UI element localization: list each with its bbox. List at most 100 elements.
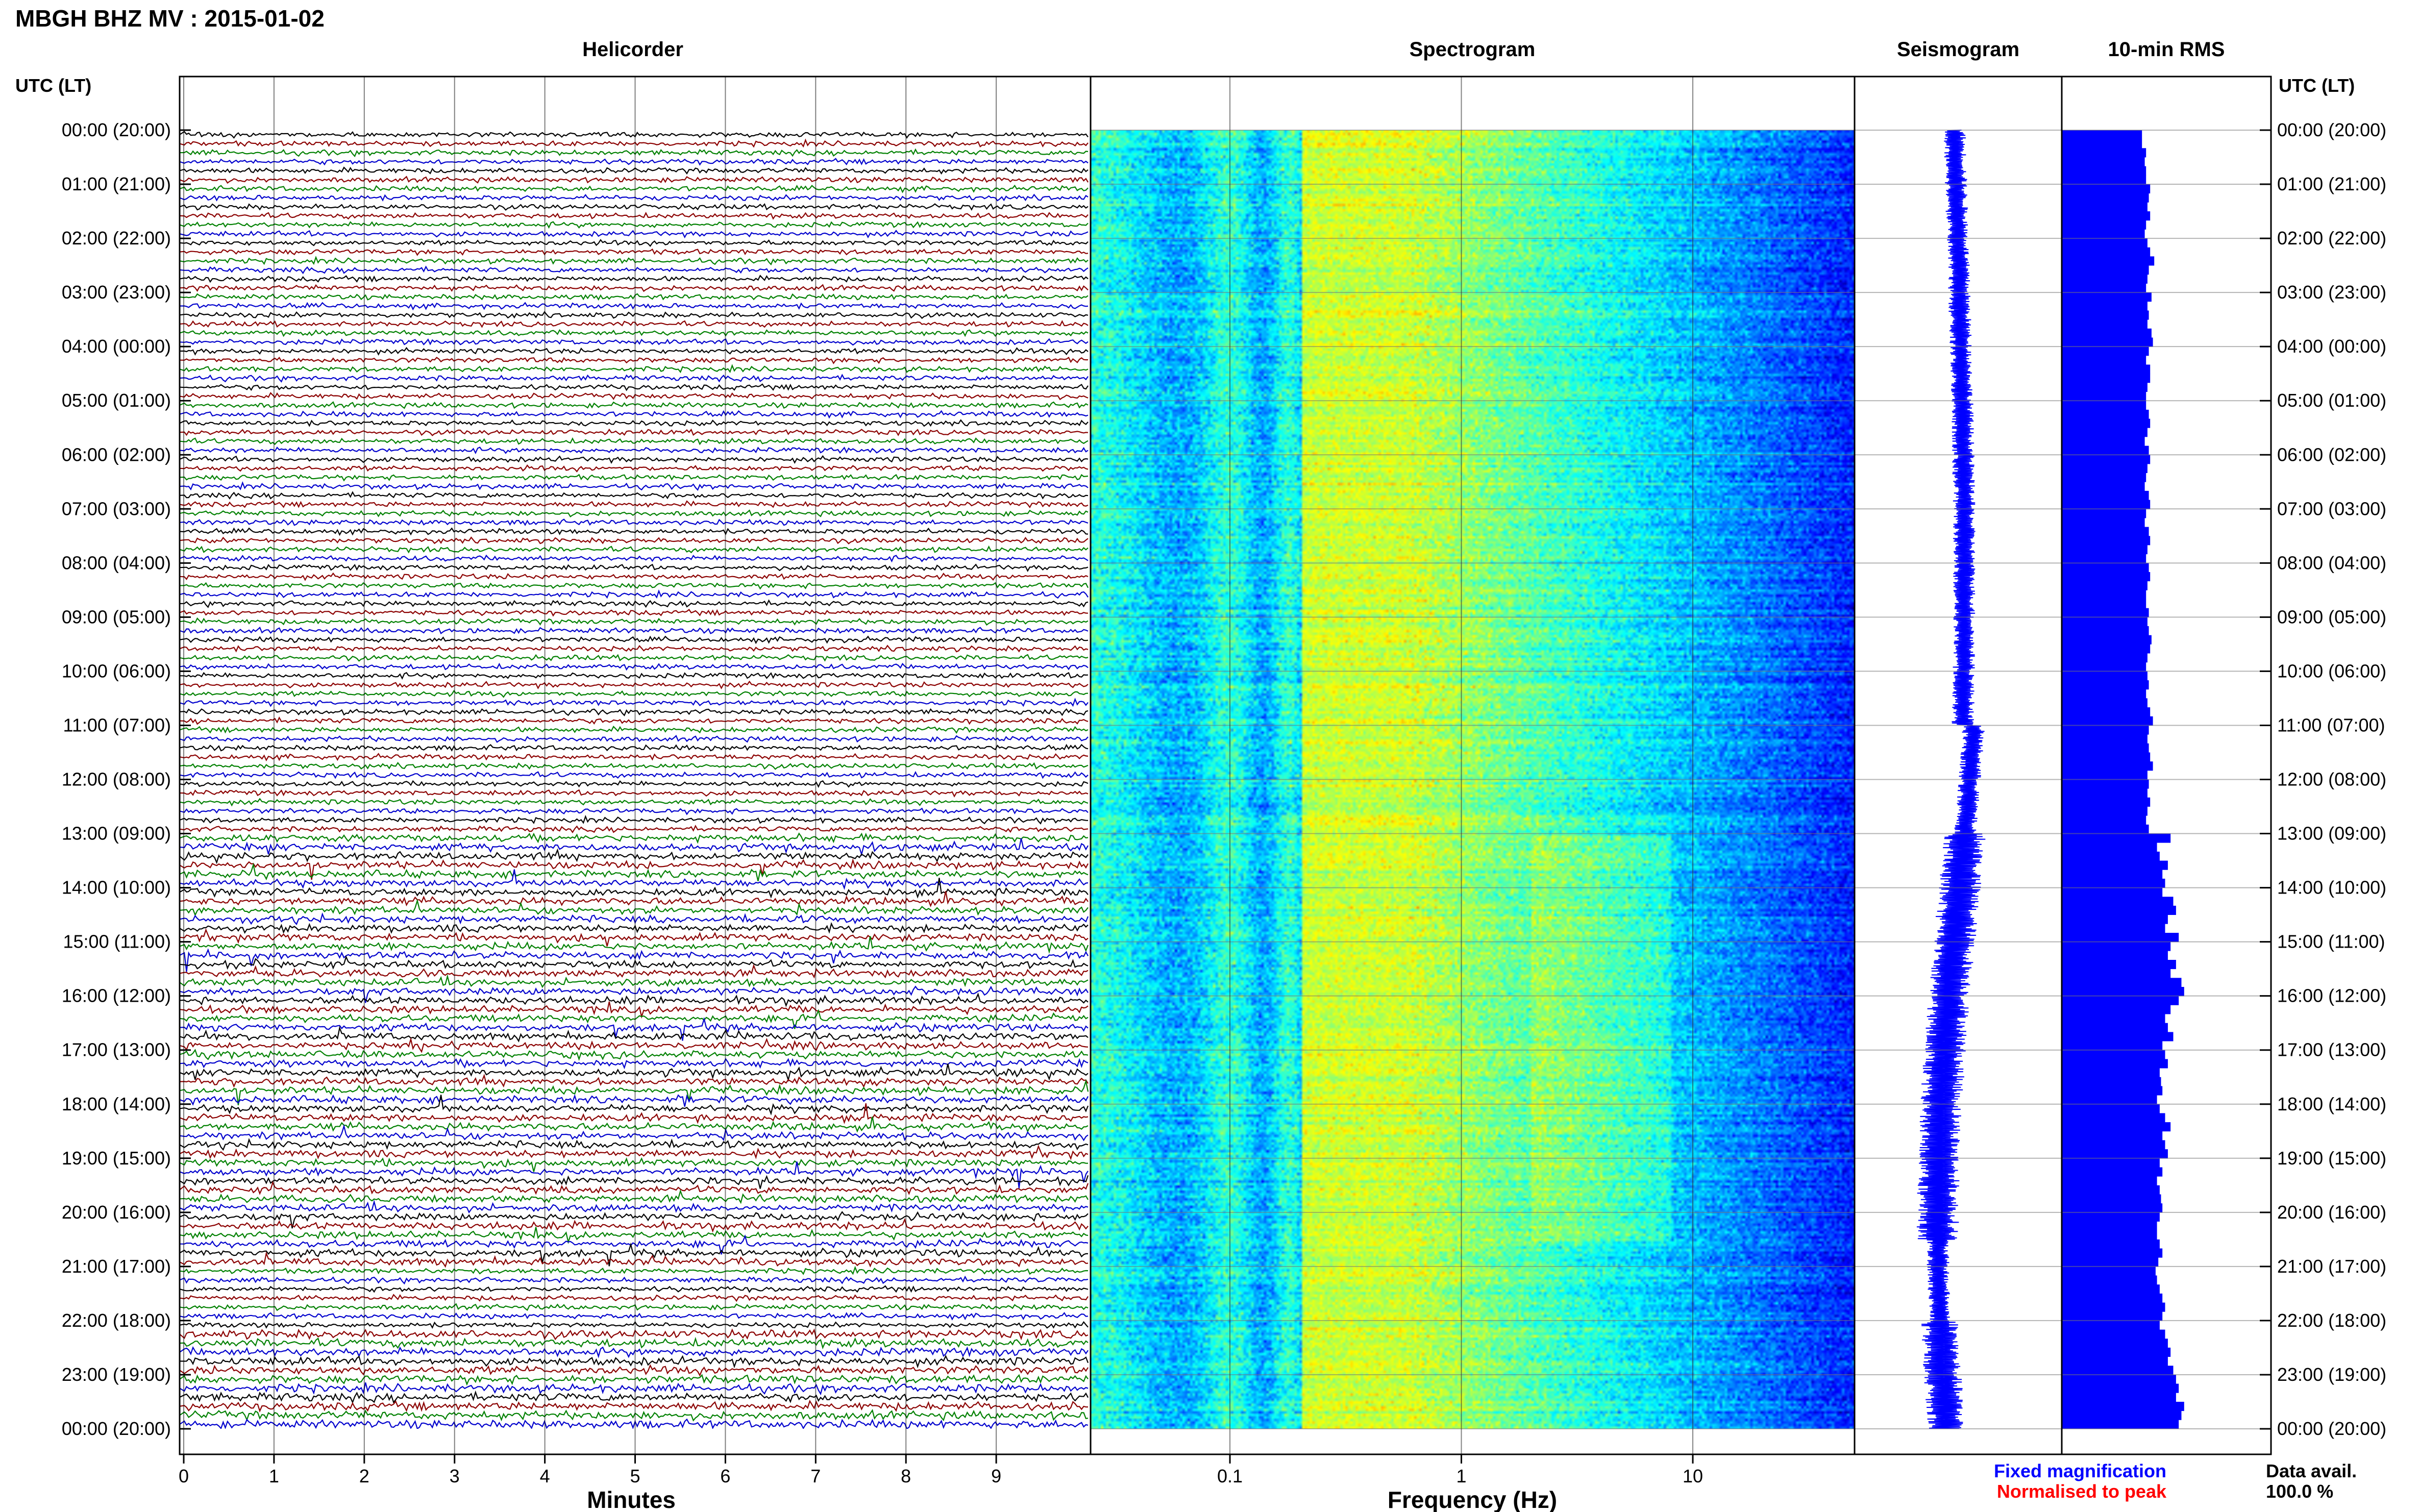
helicorder-trace — [180, 545, 1089, 554]
figure-title: MBGH BHZ MV : 2015-01-02 — [15, 5, 325, 32]
rms-bar — [2062, 364, 2151, 374]
rms-bar — [2062, 581, 2148, 590]
helicorder-trace — [180, 609, 1089, 617]
helicorder-trace — [180, 780, 1089, 788]
helicorder-trace — [180, 698, 1089, 707]
rms-bar — [2062, 599, 2146, 609]
rms-bar — [2062, 1068, 2160, 1078]
left-time-tick-label: 00:00 (20:00) — [62, 1418, 171, 1439]
helicorder-trace — [180, 1364, 1089, 1377]
rms-bar — [2062, 292, 2152, 302]
rms-bar — [2062, 1366, 2174, 1375]
right-time-tick-label: 09:00 (05:00) — [2277, 606, 2386, 627]
rms-bar — [2062, 644, 2151, 654]
rms-bar — [2062, 1329, 2165, 1339]
helicorder-trace — [180, 832, 1089, 844]
data-availability-label: Data avail. — [2266, 1460, 2357, 1481]
rms-bar — [2062, 337, 2153, 347]
helicorder-trace — [180, 1037, 1089, 1053]
minute-tick-label: 9 — [991, 1466, 1001, 1486]
right-time-tick-label: 02:00 (22:00) — [2277, 228, 2386, 249]
rms-bar — [2062, 1167, 2163, 1177]
rms-bar — [2062, 463, 2148, 473]
rms-bar — [2062, 608, 2149, 617]
rms-bar — [2062, 130, 2142, 140]
rms-bar — [2062, 635, 2152, 645]
rms-bar — [2062, 202, 2148, 212]
rms-bar — [2062, 391, 2146, 401]
rms-bar — [2062, 914, 2168, 924]
helicorder-trace — [180, 356, 1089, 364]
rms-bar — [2062, 238, 2148, 248]
rms-bar — [2062, 382, 2148, 392]
rms-bar — [2062, 1140, 2165, 1150]
helicorder-trace — [180, 203, 1089, 211]
rms-bar — [2062, 1131, 2163, 1141]
helicorder-trace — [180, 563, 1089, 573]
time-tick-labels: 00:00 (20:00) 00:00 (20:00) 01:00 (21:00) 0… — [62, 119, 2386, 1439]
helicorder-trace — [180, 1374, 1089, 1386]
helicorder-trace — [180, 645, 1089, 653]
rms-bar — [2062, 851, 2160, 861]
rms-bar — [2062, 500, 2151, 509]
rms-bar — [2062, 969, 2171, 978]
rms-bar — [2062, 833, 2171, 843]
helicorder-trace — [180, 1124, 1089, 1142]
rms-bar — [2062, 689, 2146, 699]
rms-bar — [2062, 617, 2148, 627]
helicorder-trace — [180, 1063, 1089, 1082]
rms-bar — [2062, 1230, 2157, 1240]
helicorder-trace — [180, 572, 1089, 581]
rms-bar — [2062, 725, 2149, 735]
frequency-tick-label: 10 — [1683, 1466, 1703, 1486]
helicorder-trace — [180, 166, 1089, 175]
helicorder-trace — [180, 320, 1089, 328]
helicorder-trace — [180, 329, 1089, 337]
left-time-tick-label: 08:00 (04:00) — [62, 552, 171, 573]
rms-bar — [2062, 1248, 2163, 1258]
helicorder-trace — [180, 814, 1089, 825]
rms-bar — [2062, 554, 2146, 563]
rms-frame — [2061, 76, 2272, 1455]
helicorder-trace — [180, 1095, 1089, 1116]
helicorder-trace — [180, 383, 1089, 391]
rms-bar — [2062, 355, 2146, 365]
helicorder-trace — [180, 662, 1089, 671]
right-time-tick-label: 08:00 (04:00) — [2277, 552, 2386, 573]
rms-bar — [2062, 1393, 2176, 1402]
helicorder-trace — [180, 346, 1089, 356]
rms-bar — [2062, 1375, 2176, 1384]
helicorder-trace — [180, 912, 1089, 926]
helicorder-trace — [180, 635, 1089, 645]
rms-bar — [2062, 374, 2151, 383]
right-time-tick-label: 23:00 (19:00) — [2277, 1364, 2386, 1385]
minute-tick-label: 2 — [359, 1466, 369, 1486]
helicorder-title: Helicorder — [582, 38, 683, 61]
rms-bar — [2062, 184, 2151, 194]
helicorder-trace — [180, 221, 1089, 229]
rms-bar — [2062, 815, 2146, 825]
right-time-axis-label: UTC (LT) — [2279, 75, 2355, 96]
right-time-tick-label: 04:00 (00:00) — [2277, 336, 2386, 357]
helicorder-trace — [180, 726, 1089, 734]
rms-bar — [2062, 211, 2151, 221]
frequency-tick-label: 1 — [1457, 1466, 1467, 1486]
helicorder-trace — [180, 239, 1089, 247]
rms-bar — [2062, 1086, 2163, 1096]
helicorder-xlabel: Minutes — [587, 1486, 676, 1512]
helicorder-trace — [180, 1189, 1089, 1204]
helicorder-trace — [180, 131, 1089, 139]
right-time-tick-label: 01:00 (21:00) — [2277, 173, 2386, 194]
rms-bar — [2062, 1221, 2157, 1231]
right-time-tick-label: 05:00 (01:00) — [2277, 390, 2386, 411]
helicorder-trace — [180, 1137, 1089, 1151]
rms-bar — [2062, 707, 2151, 717]
helicorder-trace — [180, 536, 1089, 544]
left-time-tick-label: 19:00 (15:00) — [62, 1148, 171, 1169]
helicorder-trace — [180, 392, 1089, 401]
rms-bar — [2062, 175, 2146, 185]
rms-bar — [2062, 887, 2163, 897]
rms-bar — [2062, 1077, 2161, 1086]
left-time-tick-label: 00:00 (20:00) — [62, 119, 171, 140]
